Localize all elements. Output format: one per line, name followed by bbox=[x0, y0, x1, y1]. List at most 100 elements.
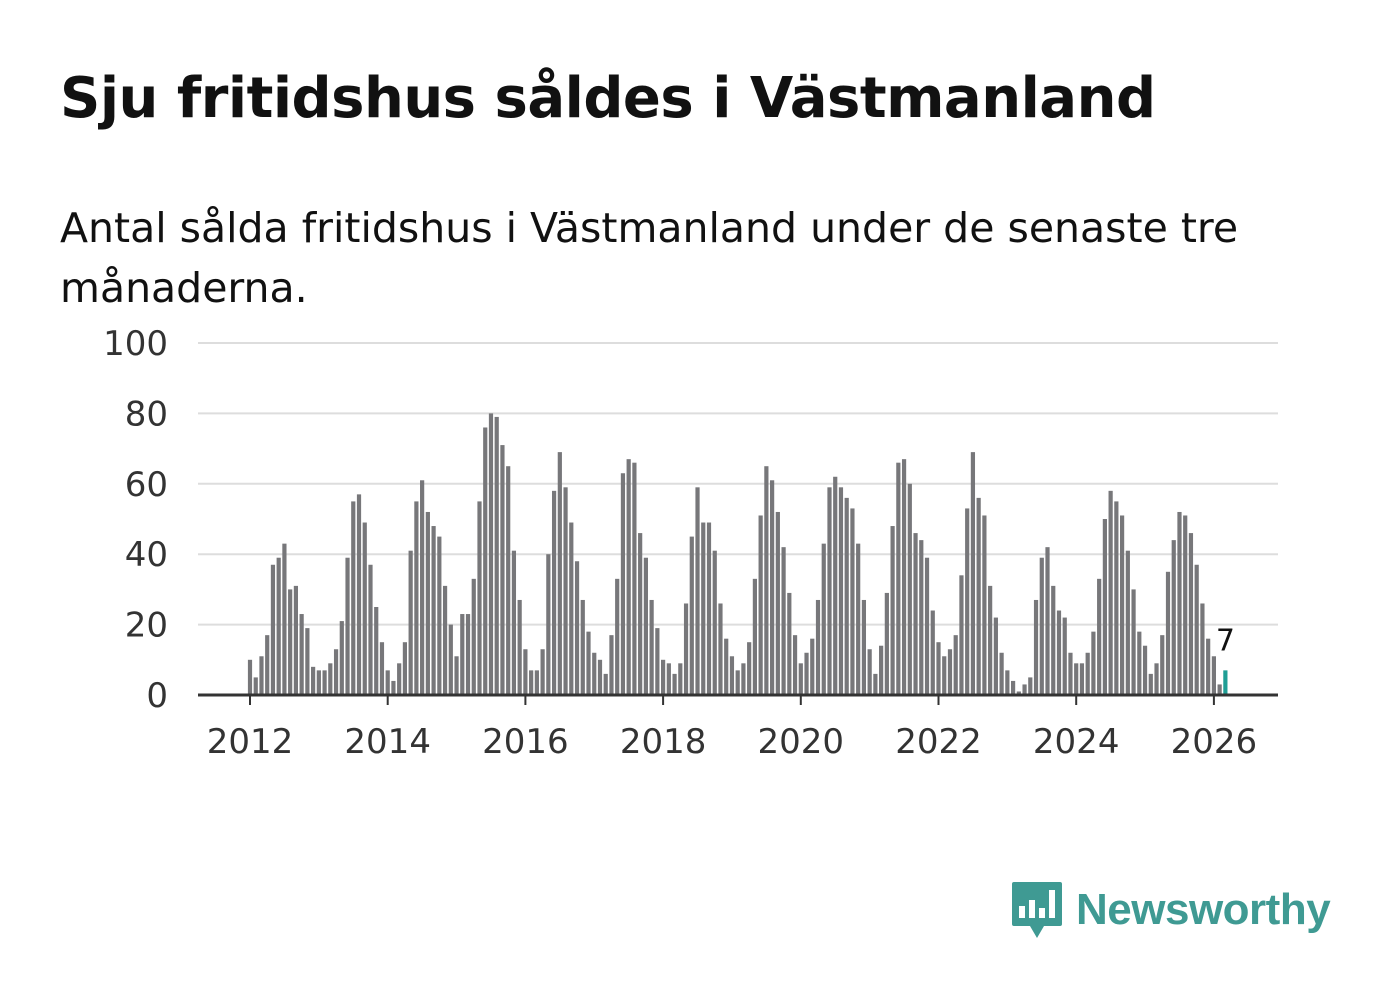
bar bbox=[936, 642, 941, 695]
bar bbox=[1160, 635, 1165, 695]
bar bbox=[253, 677, 258, 695]
bar bbox=[442, 585, 448, 695]
bar bbox=[988, 585, 993, 695]
bar bbox=[259, 656, 264, 695]
chart-subtitle: Antal sålda fritidshus i Västmanland und… bbox=[60, 204, 1239, 312]
bar bbox=[890, 526, 895, 695]
y-tick-label: 40 bbox=[125, 535, 168, 575]
bar bbox=[397, 663, 402, 695]
bar bbox=[815, 599, 821, 695]
bar bbox=[1068, 652, 1073, 695]
bar bbox=[356, 494, 362, 695]
bar bbox=[718, 603, 723, 695]
x-tick-label: 2026 bbox=[1171, 722, 1258, 762]
bar bbox=[483, 427, 488, 695]
bar bbox=[672, 673, 677, 695]
x-tick-label: 2018 bbox=[620, 722, 707, 762]
y-tick-label: 100 bbox=[103, 324, 168, 364]
bar bbox=[1102, 519, 1107, 695]
bar bbox=[362, 522, 367, 695]
bar bbox=[1039, 557, 1044, 695]
y-tick-label: 20 bbox=[125, 606, 168, 646]
bar bbox=[506, 466, 511, 695]
bar bbox=[861, 599, 867, 695]
bar bbox=[695, 487, 700, 695]
bar bbox=[810, 638, 815, 695]
bar bbox=[460, 614, 465, 695]
bar bbox=[678, 663, 683, 695]
bar bbox=[1142, 645, 1148, 695]
bar bbox=[982, 515, 987, 695]
bar bbox=[1056, 610, 1062, 695]
bar bbox=[333, 649, 339, 695]
bar bbox=[666, 663, 671, 695]
bar bbox=[781, 547, 786, 695]
bar bbox=[615, 578, 620, 695]
bar bbox=[683, 603, 689, 695]
x-tick-label: 2024 bbox=[1033, 722, 1120, 762]
bar bbox=[827, 487, 832, 695]
bar bbox=[959, 575, 964, 695]
bar bbox=[1177, 511, 1182, 695]
bar bbox=[747, 642, 752, 695]
bar bbox=[597, 659, 603, 695]
bar-chart-speech-bubble-icon bbox=[1012, 882, 1062, 938]
bar bbox=[454, 656, 459, 695]
y-tick-label: 60 bbox=[125, 465, 168, 505]
bar bbox=[649, 599, 654, 695]
bar bbox=[425, 511, 430, 695]
bar bbox=[787, 592, 792, 695]
bar bbox=[551, 490, 557, 695]
bar bbox=[735, 670, 740, 695]
bar bbox=[1022, 684, 1027, 695]
bar bbox=[1028, 677, 1033, 695]
bar bbox=[293, 585, 298, 695]
x-tick-label: 2014 bbox=[344, 722, 431, 762]
bar bbox=[247, 659, 253, 695]
bar bbox=[339, 621, 344, 695]
bar bbox=[1045, 547, 1050, 695]
bar bbox=[884, 592, 889, 695]
latest-value-label: 7 bbox=[1216, 623, 1235, 658]
x-tick-label: 2022 bbox=[895, 722, 982, 762]
bar bbox=[276, 557, 281, 695]
bar bbox=[1033, 599, 1039, 695]
bar bbox=[1097, 578, 1102, 695]
bar bbox=[856, 543, 861, 695]
bar bbox=[414, 501, 419, 695]
bar bbox=[712, 550, 717, 695]
bar bbox=[408, 550, 413, 695]
bar bbox=[477, 501, 482, 695]
bar bbox=[632, 462, 637, 695]
bar bbox=[1165, 571, 1171, 695]
bar bbox=[529, 670, 534, 695]
bar bbox=[391, 680, 396, 695]
bar bbox=[764, 466, 769, 695]
bar bbox=[1120, 515, 1125, 695]
bar bbox=[374, 607, 379, 695]
bar bbox=[620, 473, 626, 695]
bar bbox=[523, 649, 528, 695]
bar bbox=[1005, 670, 1010, 695]
bar bbox=[775, 511, 780, 695]
bar bbox=[420, 480, 425, 695]
bar bbox=[592, 652, 597, 695]
bars bbox=[247, 413, 1228, 695]
chart-title: Sju fritidshus såldes i Västmanland bbox=[60, 66, 1156, 131]
bar bbox=[999, 652, 1004, 695]
bar bbox=[540, 649, 545, 695]
bar bbox=[299, 614, 304, 695]
bar bbox=[1016, 691, 1021, 695]
bar bbox=[752, 578, 757, 695]
bar bbox=[919, 540, 924, 695]
bar bbox=[1051, 585, 1056, 695]
bar bbox=[305, 628, 310, 695]
bar bbox=[1148, 673, 1153, 695]
bar bbox=[448, 624, 453, 695]
bar bbox=[1074, 663, 1079, 695]
bar bbox=[976, 497, 981, 695]
bar bbox=[924, 557, 930, 695]
bar bbox=[311, 666, 316, 695]
bar bbox=[1085, 652, 1090, 695]
bar bbox=[804, 652, 809, 695]
